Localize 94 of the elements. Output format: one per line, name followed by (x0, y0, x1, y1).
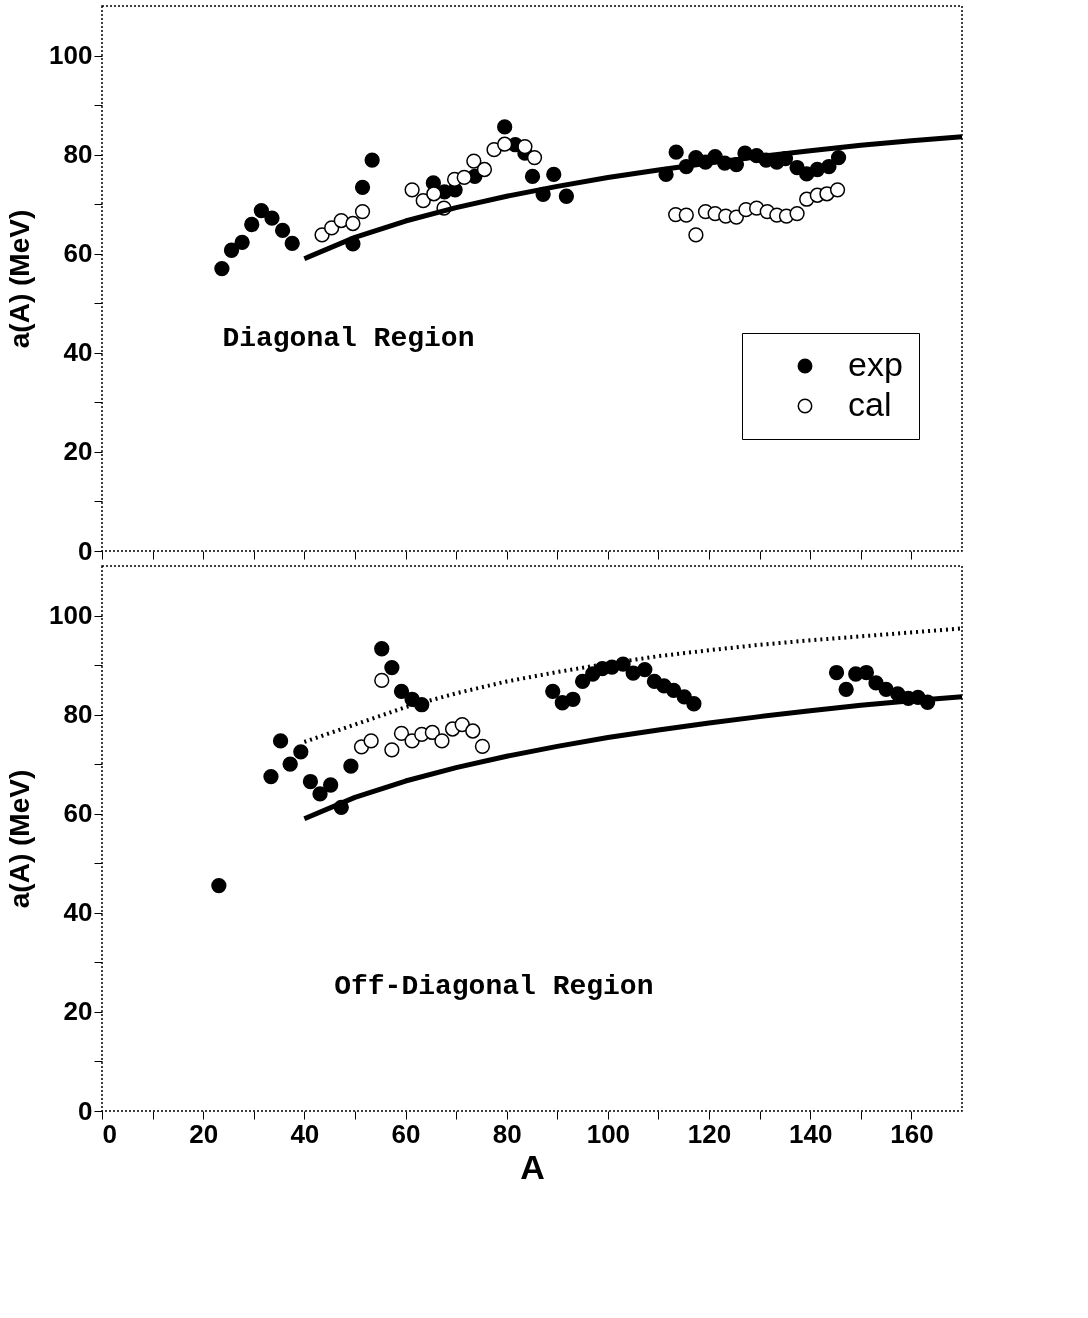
y-tick-label: 100 (49, 40, 93, 71)
point (858, 664, 875, 681)
point (545, 683, 561, 699)
point (426, 186, 442, 202)
annotation: Off-Diagonal Region (334, 970, 654, 1002)
point (323, 777, 339, 793)
y-axis-title: a(A) (MeV) (4, 209, 36, 349)
point (274, 222, 291, 239)
point (546, 166, 562, 183)
point (668, 144, 684, 160)
point (282, 756, 298, 772)
x-tick-label: 0 (102, 1118, 117, 1149)
point (838, 681, 854, 697)
legend-label: exp (848, 345, 903, 383)
annotation: Diagonal Region (222, 323, 475, 355)
y-tick-label: 100 (49, 600, 93, 631)
y-tick-label: 80 (63, 139, 93, 170)
point (828, 664, 845, 681)
point (363, 733, 379, 749)
point (211, 877, 227, 894)
point (293, 744, 309, 760)
point (821, 158, 837, 175)
point (302, 773, 319, 790)
y-tick-label: 0 (78, 535, 93, 566)
x-tick-label: 100 (586, 1118, 631, 1149)
point (678, 207, 694, 223)
x-tick-label: 140 (789, 1118, 833, 1149)
x-tick-label: 20 (189, 1118, 219, 1149)
x-tick-label: 80 (492, 1118, 522, 1149)
point (312, 786, 328, 802)
y-tick-label: 80 (63, 699, 93, 730)
point (666, 682, 682, 698)
point (526, 149, 543, 166)
y-axis-title: a(A) (MeV) (4, 769, 36, 909)
point (263, 768, 279, 785)
point (354, 179, 371, 195)
x-axis-title: A (520, 1147, 545, 1186)
point (497, 136, 513, 152)
point (829, 182, 846, 198)
point (223, 242, 240, 258)
point (284, 235, 300, 251)
point (234, 234, 250, 250)
point (253, 202, 269, 219)
y-tick-label: 20 (63, 436, 93, 467)
point (364, 152, 380, 168)
point (574, 673, 591, 690)
point (244, 216, 260, 233)
x-tick-label: 160 (890, 1118, 934, 1149)
point (878, 681, 894, 697)
y-tick-label: 20 (63, 996, 93, 1027)
point (434, 733, 450, 749)
point (343, 758, 359, 774)
point (728, 209, 745, 225)
point (637, 661, 653, 678)
legend-label: cal (848, 385, 892, 423)
point (384, 742, 400, 758)
point (345, 215, 361, 232)
point (272, 733, 289, 749)
point (324, 220, 340, 236)
y-tick-label: 60 (63, 238, 93, 269)
point (465, 723, 481, 739)
point (415, 193, 431, 209)
point (688, 227, 704, 243)
point (393, 725, 410, 742)
point (517, 139, 533, 155)
point (565, 691, 581, 707)
point (497, 119, 513, 135)
x-tick-label: 60 (391, 1118, 421, 1149)
x-tick-label: 120 (687, 1118, 732, 1149)
y-tick-label: 60 (63, 798, 93, 829)
point (264, 210, 280, 226)
point (404, 182, 420, 198)
y-tick-label: 40 (63, 337, 93, 368)
point (476, 161, 493, 178)
point (830, 149, 847, 166)
point (454, 716, 470, 733)
y-tick-label: 40 (63, 897, 93, 928)
point (393, 683, 410, 699)
point (374, 672, 390, 689)
point (686, 696, 702, 712)
point (474, 738, 491, 754)
point (374, 641, 390, 657)
point (354, 203, 371, 220)
point (384, 659, 400, 676)
point (789, 205, 805, 222)
point (524, 168, 541, 185)
x-tick-label: 40 (290, 1118, 320, 1149)
point (214, 260, 230, 277)
point (466, 153, 482, 169)
y-tick-label: 0 (78, 1095, 93, 1126)
point (414, 697, 430, 713)
point (558, 188, 575, 204)
point (456, 169, 472, 186)
point (424, 724, 440, 741)
